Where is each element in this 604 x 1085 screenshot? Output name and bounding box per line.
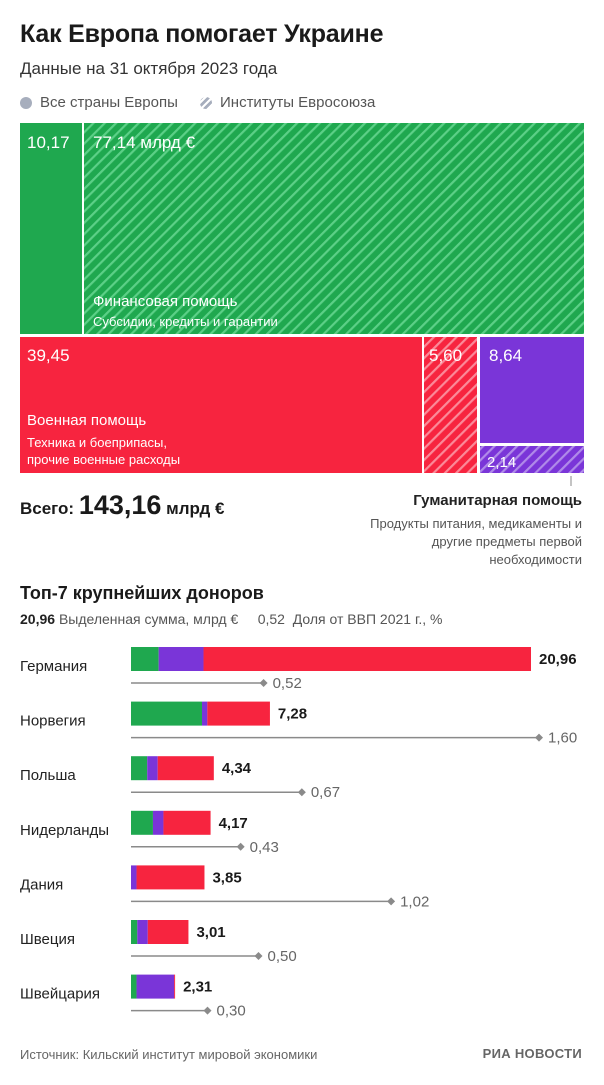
treemap-group-financial-desc: Субсидии, кредиты и гарантии	[93, 314, 278, 329]
treemap-value-humanitarian-eu: 2,14	[487, 454, 516, 471]
donor-country-label: Польша	[20, 767, 76, 784]
treemap-value-financial-countries: 10,17	[27, 133, 70, 152]
gdp-share-marker	[297, 788, 306, 797]
donor-bar-segment	[157, 756, 214, 781]
donor-bar-segment	[158, 647, 204, 671]
gdp-share-label: 0,43	[250, 839, 279, 856]
donor-bar-segment	[147, 756, 158, 781]
page-title: Как Европа помогает Украине	[20, 20, 384, 48]
donor-total-label: 20,96	[539, 651, 577, 668]
gdp-share-marker	[387, 897, 396, 906]
treemap-group-military-desc-line1: Техника и боеприпасы,	[27, 435, 167, 450]
donor-country-label: Дания	[20, 876, 63, 893]
treemap-cell-humanitarian-eu	[480, 446, 584, 473]
treemap-group-financial-name: Финансовая помощь	[93, 293, 238, 310]
legend-all-countries-label: Все страны Европы	[40, 94, 178, 111]
donor-bar-segment	[131, 865, 137, 890]
treemap-cell-financial-eu	[84, 123, 584, 334]
legend-dot-hatched-icon	[200, 96, 212, 109]
donor-total-label: 4,34	[222, 760, 252, 777]
humanitarian-title: Гуманитарная помощь	[413, 492, 582, 509]
gdp-share-marker	[203, 1006, 212, 1015]
treemap-group-military-desc-line2: прочие военные расходы	[27, 452, 180, 467]
donor-bar-segment	[207, 701, 270, 726]
donor-total-label: 4,17	[219, 815, 248, 832]
gdp-share-label: 0,50	[268, 948, 297, 965]
total-value: 143,16	[78, 490, 162, 520]
total-label: Всего:	[20, 499, 75, 518]
gdp-share-label: 1,60	[548, 730, 577, 747]
legend-eu-institutions-label: Институты Евросоюза	[220, 94, 376, 111]
total-unit: млрд €	[166, 499, 225, 518]
treemap-cell-military-eu	[424, 337, 477, 473]
treemap-cell-military-countries	[20, 337, 422, 473]
donor-country-label: Норвегия	[20, 713, 86, 730]
gdp-share-marker	[254, 952, 263, 960]
donor-bar-segment	[147, 920, 189, 944]
treemap-cell-humanitarian-countries	[480, 337, 584, 443]
gdp-share-marker	[236, 842, 245, 851]
gdp-share-label: 0,30	[217, 1003, 246, 1020]
legend-dot-solid-icon	[20, 96, 32, 109]
donors-legend-value: 20,96	[20, 611, 56, 627]
donor-bar-segment	[136, 974, 175, 999]
donor-bar-segment	[131, 756, 148, 781]
donor-bar-segment	[131, 647, 159, 671]
legend-all-countries: Все страны Европы	[20, 94, 178, 111]
gdp-share-label: 1,02	[400, 893, 429, 910]
gdp-share-label: 0,67	[311, 784, 340, 801]
donor-bar-segment	[203, 647, 531, 671]
ria-logo: РИА НОВОСТИ	[482, 1046, 582, 1061]
treemap-value-military-countries: 39,45	[27, 346, 70, 365]
total-summary: Всего: 143,16 млрд €	[20, 490, 224, 521]
donor-bar-segment	[163, 810, 211, 835]
donor-bar-segment	[131, 974, 137, 999]
donors-title: Топ-7 крупнейших доноров	[20, 583, 264, 603]
donor-country-label: Швейцария	[20, 986, 100, 1003]
gdp-share-marker	[535, 733, 543, 742]
donors-legend: 20,96 Выделенная сумма, млрд € 0,52 Доля…	[20, 611, 442, 627]
treemap-cell-financial-countries	[20, 123, 82, 334]
donors-legend-gdp-label: Доля от ВВП 2021 г., %	[292, 611, 443, 627]
donors-legend-gdp: 0,52	[257, 611, 285, 627]
gdp-share-marker	[259, 679, 268, 687]
donor-bar-segment	[131, 701, 202, 726]
donor-bar-segment	[136, 865, 205, 890]
donor-bar-segment	[174, 974, 176, 999]
donor-country-label: Нидерланды	[20, 822, 109, 839]
treemap-group-military-name: Военная помощь	[27, 412, 146, 429]
donor-total-label: 3,01	[196, 924, 225, 941]
donor-bar-segment	[131, 920, 138, 944]
donor-bar-segment	[201, 701, 208, 726]
donor-total-label: 2,31	[183, 979, 212, 996]
donors-bar-chart: Германия 20,96 0,52 Норвегия 7,28 1,60 Польша 4…	[20, 647, 577, 1020]
donor-total-label: 3,85	[212, 869, 241, 886]
treemap-value-military-eu: 5,60	[429, 346, 462, 365]
treemap-value-humanitarian-countries: 8,64	[489, 346, 522, 365]
donor-bar-segment	[137, 920, 148, 944]
donors-legend-value-label: Выделенная сумма, млрд €	[58, 611, 239, 627]
donor-country-label: Германия	[20, 658, 87, 675]
donor-total-label: 7,28	[278, 706, 307, 723]
donor-bar-segment	[152, 810, 164, 835]
donor-country-label: Швеция	[20, 931, 75, 948]
page-subtitle: Данные на 31 октября 2023 года	[20, 59, 278, 78]
legend-eu-institutions: Институты Евросоюза	[200, 94, 375, 111]
treemap-value-financial-eu: 77,14 млрд €	[93, 133, 196, 152]
gdp-share-label: 0,52	[273, 675, 302, 692]
humanitarian-description: Продукты питания, медикаменты и другие п…	[370, 516, 582, 567]
donor-bar-segment	[131, 810, 153, 835]
source-note: Источник: Кильский институт мировой экон…	[20, 1047, 318, 1062]
